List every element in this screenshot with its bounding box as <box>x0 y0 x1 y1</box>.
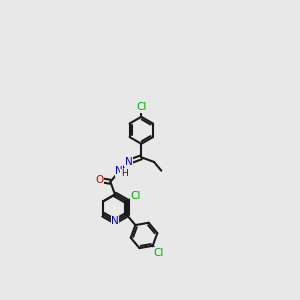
Text: Cl: Cl <box>154 248 164 258</box>
Text: N: N <box>111 217 119 226</box>
Text: Cl: Cl <box>131 191 141 201</box>
Text: H: H <box>121 169 128 178</box>
Text: N: N <box>125 157 133 167</box>
Text: Cl: Cl <box>136 102 146 112</box>
Text: O: O <box>95 175 103 185</box>
Text: N: N <box>115 167 123 176</box>
